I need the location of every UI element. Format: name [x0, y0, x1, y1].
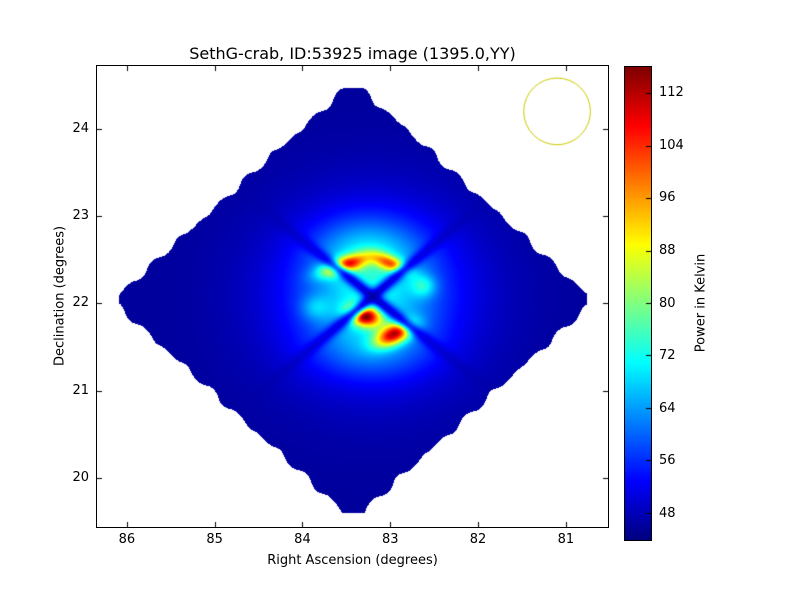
- y-tick-label: 20: [72, 470, 89, 486]
- x-tick-label: 81: [557, 532, 575, 547]
- plot-title: SethG-crab, ID:53925 image (1395.0,YY): [189, 44, 516, 63]
- colorbar-tick-label: 88: [659, 242, 676, 258]
- x-tick-label: 82: [469, 532, 487, 547]
- colorbar-tick-label: 96: [659, 190, 676, 206]
- x-tick-label: 84: [294, 532, 311, 547]
- colorbar-tick-label: 104: [659, 137, 684, 153]
- plot-area: [96, 65, 609, 528]
- x-tick-label: 86: [118, 532, 136, 547]
- x-tick-label: 83: [381, 532, 399, 547]
- y-tick-label: 21: [72, 382, 89, 398]
- x-axis-label: Right Ascension (degrees): [267, 553, 438, 568]
- colorbar-tick-label: 80: [659, 295, 676, 311]
- y-tick-label: 24: [72, 120, 89, 136]
- colorbar-tick-label: 64: [659, 400, 676, 416]
- colorbar: [624, 66, 652, 541]
- y-tick-label: 22: [72, 295, 89, 311]
- colorbar-tick-label: 72: [659, 348, 676, 364]
- colorbar-tick-label: 48: [659, 505, 676, 521]
- colorbar-label: Power in Kelvin: [693, 253, 709, 353]
- colorbar-tick-label: 112: [659, 85, 684, 101]
- y-tick-label: 23: [72, 208, 89, 224]
- colorbar-canvas: [625, 67, 651, 540]
- heatmap-canvas: [97, 66, 608, 527]
- colorbar-tick-label: 56: [659, 453, 676, 469]
- x-tick-label: 85: [206, 532, 223, 547]
